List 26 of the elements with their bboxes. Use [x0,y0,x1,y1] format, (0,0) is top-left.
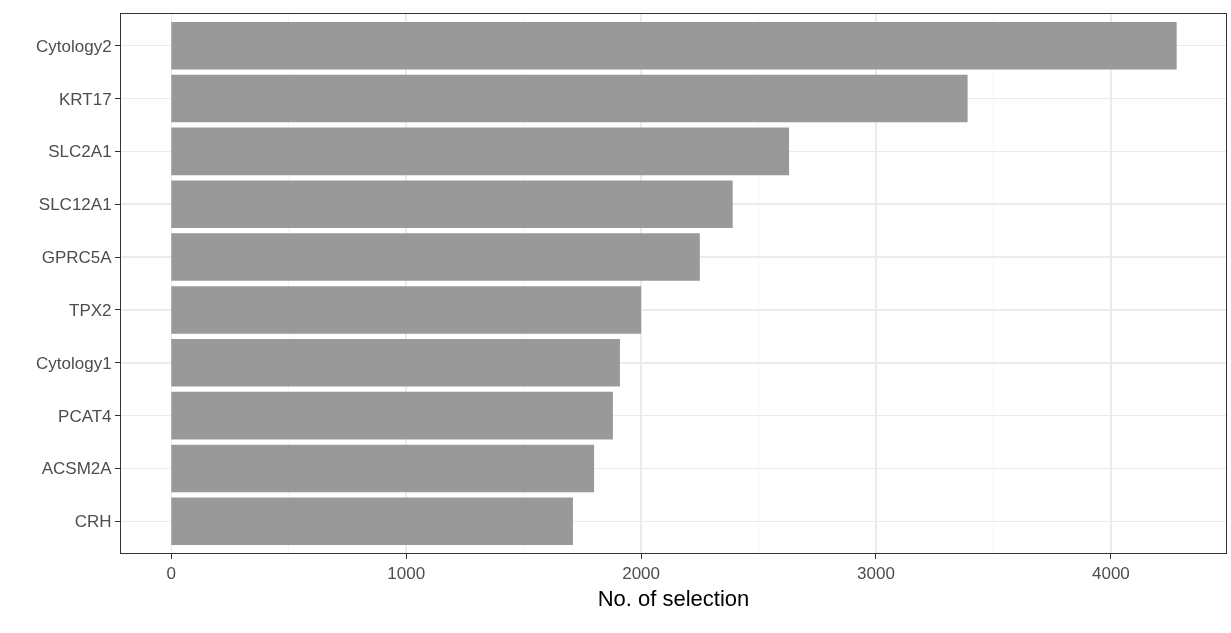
y-tick-label: SLC12A1 [38,195,112,215]
x-tick-label: 2000 [622,564,660,584]
bar [171,338,620,387]
bar [171,127,790,176]
x-tick-label: 1000 [387,564,426,584]
bar [171,180,733,229]
y-tick-label: Cytology2 [35,36,112,56]
y-tick-label: TPX2 [69,300,112,320]
bar [171,21,1177,70]
bar [171,391,613,440]
y-tick-label: GPRC5A [41,248,113,268]
x-tick-label: 4000 [1091,564,1130,584]
bar [171,286,642,334]
y-tick-label: KRT17 [58,89,112,109]
y-tick-label: SLC2A1 [48,142,112,162]
bar [171,233,700,281]
y-tick-label: PCAT4 [58,406,112,426]
x-tick-label: 0 [166,564,176,584]
bar [171,497,573,546]
bar [171,444,595,493]
bar [171,74,968,123]
y-tick-label: CRH [74,512,112,532]
x-tick-label: 3000 [857,564,895,584]
y-tick-label: ACSM2A [41,459,113,479]
x-axis-title: No. of selection [597,586,750,612]
y-tick-label: Cytology1 [35,353,112,373]
